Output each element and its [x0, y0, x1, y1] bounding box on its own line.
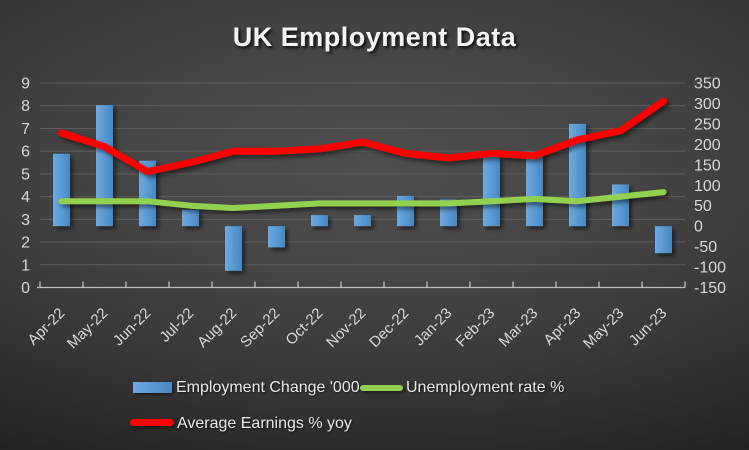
x-axis-label-Aug-22: Aug-22	[194, 305, 240, 351]
x-axis-label-Apr-23: Apr-23	[540, 305, 584, 349]
left-axis-tick-label: 5	[21, 166, 30, 183]
left-axis-tick-label: 9	[21, 76, 30, 93]
left-axis-tick-label: 0	[21, 280, 30, 297]
x-axis-label-May-22: May-22	[64, 305, 111, 352]
bar-Feb-23	[483, 157, 500, 227]
bar-Nov-22	[354, 215, 371, 227]
x-axis-label-Sep-22: Sep-22	[237, 305, 283, 351]
right-axis-tick-label: 350	[694, 76, 721, 93]
right-axis-tick-label: 50	[694, 198, 712, 215]
legend-label-average-earnings: Average Earnings % yoy	[177, 415, 352, 432]
right-axis-tick-label: -100	[694, 260, 726, 277]
x-axis-label-Oct-22: Oct-22	[282, 305, 326, 349]
left-axis-tick-label: 2	[21, 235, 30, 252]
legend-swatch-employment-change	[133, 382, 172, 393]
x-axis-label-Jun-22: Jun-22	[110, 305, 154, 349]
right-axis-tick-label: 150	[694, 157, 721, 174]
bar-Sep-22	[268, 226, 285, 248]
left-axis-tick-label: 8	[21, 98, 30, 115]
line-series-average-earnings	[58, 97, 667, 176]
left-axis-tick-label: 3	[21, 212, 30, 229]
line-series-unemployment-rate	[58, 189, 667, 211]
left-axis-tick-label: 1	[21, 257, 30, 274]
legend-label-unemployment-rate: Unemployment rate %	[406, 379, 565, 396]
right-axis-tick-label: 250	[694, 116, 721, 133]
right-axis-tick-label: -150	[694, 280, 726, 297]
right-axis-tick-label: 200	[694, 137, 721, 154]
bar-Apr-22	[53, 153, 70, 227]
legend-label-employment-change: Employment Change '000	[176, 379, 360, 396]
x-axis-label-Jun-23: Jun-23	[626, 305, 670, 349]
bar-May-22	[96, 105, 113, 227]
x-axis-label-Feb-23: Feb-23	[453, 305, 499, 351]
legend-swatch-unemployment-rate	[360, 385, 403, 391]
right-axis-tick-label: -50	[694, 239, 717, 256]
bar-Oct-22	[311, 215, 328, 227]
bar-May-23	[612, 184, 629, 227]
x-axis-label-Dec-22: Dec-22	[366, 305, 412, 351]
legend-swatch-average-earnings	[130, 419, 174, 426]
bar-Jun-22	[139, 160, 156, 227]
bar-Jul-22	[182, 209, 199, 227]
x-axis-label-Jan-23: Jan-23	[411, 305, 455, 349]
chart-title: UK Employment Data	[232, 22, 517, 52]
right-axis-tick-label: 0	[694, 219, 703, 236]
x-axis-label-Nov-22: Nov-22	[323, 305, 369, 351]
right-axis-tick-label: 100	[694, 178, 721, 195]
left-axis-tick-label: 4	[21, 189, 30, 206]
x-axis-label-Mar-23: Mar-23	[496, 305, 542, 351]
bar-Mar-23	[526, 151, 543, 227]
x-axis-label-Apr-22: Apr-22	[24, 305, 68, 349]
left-axis-tick-label: 7	[21, 121, 30, 138]
x-axis-label-May-23: May-23	[580, 305, 627, 352]
right-axis-tick-label: 300	[694, 96, 721, 113]
x-axis-label-Jul-22: Jul-22	[156, 305, 197, 346]
bar-Jun-23	[655, 226, 672, 254]
bar-Aug-22	[225, 226, 242, 271]
left-axis-tick-label: 6	[21, 144, 30, 161]
